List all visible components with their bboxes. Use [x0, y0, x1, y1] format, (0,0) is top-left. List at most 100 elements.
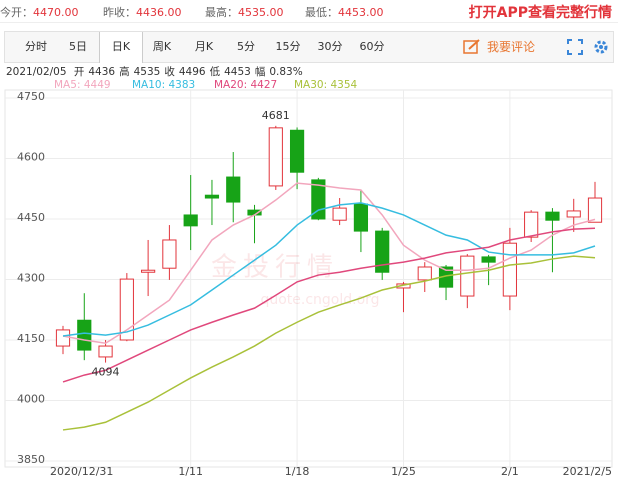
legend-item: MA20: 4427 [214, 79, 277, 91]
candle-body [289, 129, 305, 173]
candle-body [481, 256, 496, 263]
settings-icon[interactable] [593, 39, 609, 55]
quote-item: 最高：4535.00 [205, 4, 284, 20]
plot-frame [4, 89, 613, 468]
y-tick-label: 4450 [17, 211, 45, 224]
candle-body [375, 230, 390, 273]
legend-name: MA5 [54, 79, 77, 91]
quote-label: 最高： [205, 6, 238, 19]
quote-bar: 打开APP查看完整行情 今开：4470.00 昨收：4436.00 最高：4535.… [0, 0, 618, 23]
legend-value: 4383 [168, 79, 196, 91]
candle-body [524, 211, 539, 238]
info-value: 0.83% [269, 66, 303, 78]
fullscreen-icon[interactable] [567, 39, 583, 55]
legend-sep: : [76, 79, 84, 91]
ma-line [62, 202, 596, 337]
comment-button[interactable]: 我要评论 [463, 37, 535, 57]
x-tick-label: 1/18 [285, 465, 310, 478]
tab[interactable]: 日K [99, 32, 143, 63]
y-tick-label: 4750 [17, 90, 45, 103]
quote-label: 今开： [0, 6, 33, 19]
tab[interactable]: 分时 [25, 40, 47, 53]
candle-body [332, 207, 347, 221]
quote-item: 最低：4453.00 [305, 4, 384, 20]
y-tick-label: 3850 [17, 453, 45, 466]
candle-body [98, 345, 113, 358]
tab-bar: 我要评论 分时 5日 日K 周K 月K 5分 15分 30分 60分 [4, 31, 614, 63]
x-tick-label: 2/1 [501, 465, 519, 478]
x-tick-label: 1/11 [178, 465, 203, 478]
quote-label: 最低： [305, 6, 338, 19]
quote-value: 4436.00 [136, 6, 182, 19]
y-tick-label: 4150 [17, 332, 45, 345]
legend-value: 4354 [330, 79, 358, 91]
info-label: 高 [119, 66, 130, 78]
legend-sep: : [243, 79, 251, 91]
candle-body [204, 194, 220, 199]
candle-body [162, 239, 177, 269]
info-label: 低 [209, 66, 221, 78]
info-label: 幅 [254, 66, 266, 78]
y-tick-label: 4000 [17, 393, 45, 406]
info-label: 开 [73, 66, 85, 78]
tab[interactable]: 周K [152, 40, 172, 53]
quote-item: 今开：4470.00 [0, 4, 79, 20]
candle-body [183, 214, 198, 227]
legend-value: 4427 [250, 79, 278, 91]
candle-body [417, 266, 432, 281]
candle-body [141, 269, 156, 273]
candle-body [119, 278, 134, 341]
y-tick-label: 4600 [17, 151, 45, 164]
min-label: 4094 [92, 366, 120, 379]
legend-name: MA30 [294, 79, 324, 91]
candle-body [77, 319, 92, 351]
candle-body [545, 211, 560, 221]
x-tick-label: 2020/12/31 [50, 465, 113, 478]
tab[interactable]: 月K [194, 40, 214, 53]
watermark-url: quote.cngold.org [260, 292, 379, 308]
ma-line [62, 255, 596, 431]
candle-body [566, 210, 581, 218]
info-line: 2021/02/05 开 4436 高 4535 收 4496 低 4453 幅 0.83% [6, 64, 307, 79]
comment-icon [463, 39, 480, 54]
ma-line [62, 182, 596, 345]
y-tick-label: 4300 [17, 272, 45, 285]
max-label: 4681 [262, 109, 290, 122]
tab[interactable]: 5日 [69, 40, 87, 53]
comment-label: 我要评论 [487, 40, 536, 54]
info-value: 4496 [178, 66, 206, 78]
x-tick-label: 2021/2/5 [563, 465, 612, 478]
legend-name: MA20 [214, 79, 244, 91]
info-value: 4535 [133, 66, 161, 78]
tab[interactable]: 60分 [359, 40, 385, 53]
legend-sep: : [323, 79, 331, 91]
app-link[interactable]: 打开APP查看完整行情 [468, 5, 612, 21]
info-label: 收 [164, 66, 175, 78]
legend-item: MA5: 4449 [54, 79, 111, 91]
candle-body [502, 242, 517, 297]
quote-value: 4453.00 [338, 6, 384, 19]
legend-item: MA10: 4383 [132, 79, 195, 91]
info-value: 4453 [224, 66, 251, 78]
quote-value: 4470.00 [33, 6, 79, 19]
legend-value: 4449 [83, 79, 111, 91]
ma-line [62, 227, 596, 383]
candle-body [353, 203, 369, 232]
tab[interactable]: 15分 [275, 40, 301, 53]
candle-body [460, 255, 475, 297]
quote-label: 昨收： [103, 6, 136, 19]
x-tick-label: 1/25 [391, 465, 416, 478]
candle-body [268, 127, 283, 187]
legend-name: MA10 [132, 79, 162, 91]
tab[interactable]: 5分 [237, 40, 255, 53]
quote-item: 昨收：4436.00 [103, 4, 182, 20]
candle-body [55, 329, 71, 347]
legend-sep: : [161, 79, 169, 91]
info-date: 2021/02/05 [6, 66, 67, 78]
info-value: 4436 [88, 66, 116, 78]
candle-body [587, 197, 603, 223]
tab[interactable]: 30分 [317, 40, 343, 53]
candle-body [226, 176, 241, 203]
